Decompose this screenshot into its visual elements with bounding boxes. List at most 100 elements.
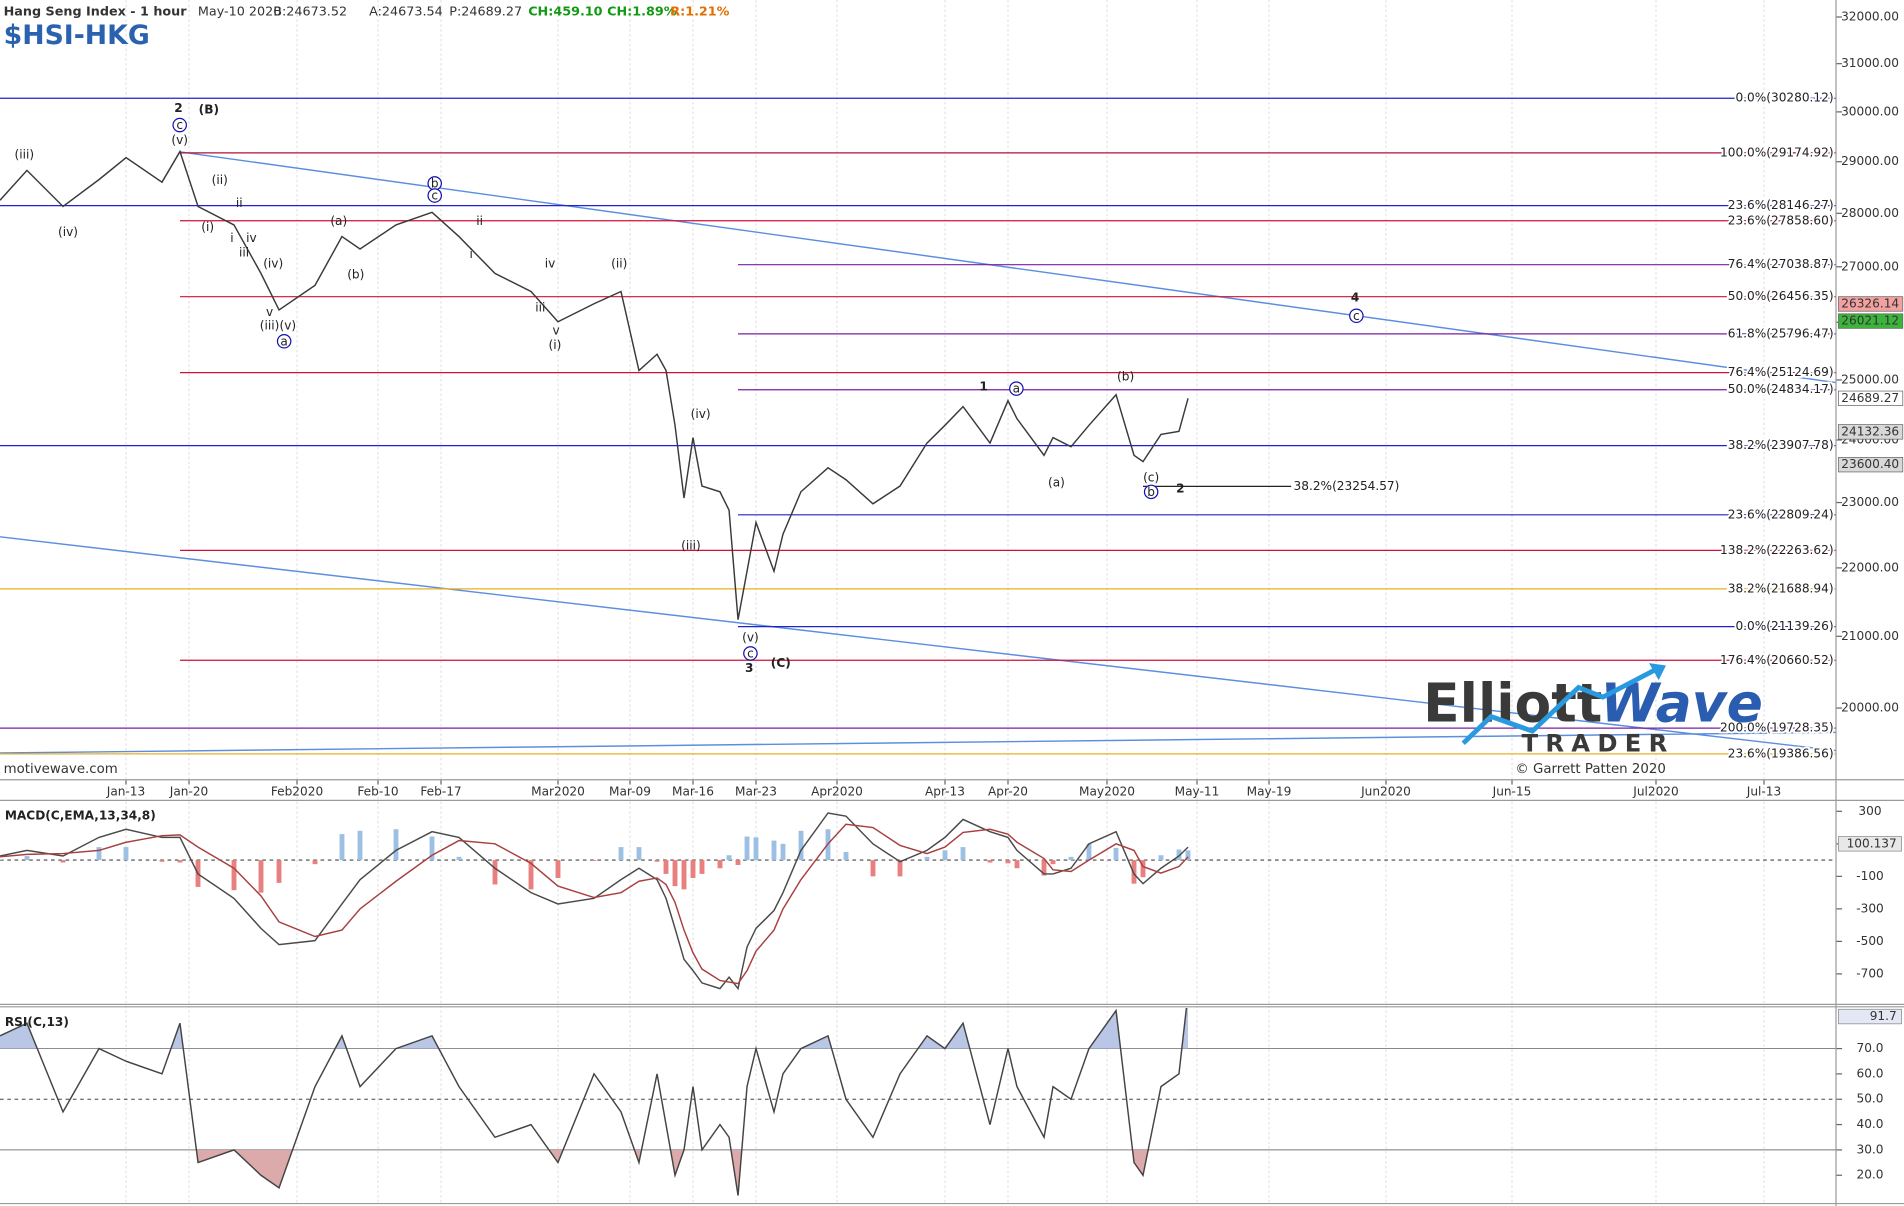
histogram-bar xyxy=(699,860,705,874)
x-tick-label: Jan-13 xyxy=(106,784,145,798)
y-tick-label: 20000.00 xyxy=(1841,701,1899,715)
x-tick-label: Feb-17 xyxy=(420,784,461,798)
wave-label: (C) xyxy=(771,656,791,670)
wave-label: a xyxy=(280,334,287,348)
wave-label: i xyxy=(230,231,233,245)
y-tick-label: -100 xyxy=(1856,869,1884,883)
histogram-bar xyxy=(1158,855,1164,861)
wave-label: c xyxy=(747,647,754,661)
y-tick-label: 30000.00 xyxy=(1841,104,1899,118)
wave-label: (iv) xyxy=(58,225,78,239)
price-tag xyxy=(1838,457,1904,473)
histogram-bar xyxy=(672,860,678,887)
histogram-bar xyxy=(1176,849,1182,861)
wave-label: c xyxy=(176,118,183,132)
wave-label: 1 xyxy=(979,379,987,393)
histogram-bar xyxy=(123,847,129,861)
symbol: $HSI-HKG xyxy=(4,20,150,51)
x-tick-label: Feb-10 xyxy=(357,784,398,798)
histogram-bar xyxy=(276,860,282,883)
y-tick-label: 20.0 xyxy=(1857,1168,1884,1182)
series-line xyxy=(0,1008,1188,1196)
wave-circle xyxy=(276,333,292,349)
fib-level-label: 61.8%(25796.47) xyxy=(1728,326,1834,340)
y-tick-label: -300 xyxy=(1856,901,1884,915)
wave-circle xyxy=(1009,381,1024,396)
copyright: © Garrett Patten 2020 xyxy=(1515,762,1665,777)
trend-lines xyxy=(0,151,1836,754)
trend-line xyxy=(179,151,1836,384)
wave-label: (B) xyxy=(199,102,219,116)
x-tick-label: Jun-15 xyxy=(1492,784,1532,798)
last-value-tag xyxy=(1838,1008,1902,1025)
fib-level-label: 138.2%(22263.62) xyxy=(1720,543,1834,557)
y-tick-label: 27000.00 xyxy=(1841,259,1899,273)
histogram-bar xyxy=(726,855,732,861)
wave-label: 3 xyxy=(745,661,753,675)
y-tick-label: 300 xyxy=(1858,804,1881,818)
wave-label: v xyxy=(553,323,560,337)
x-tick-label: Feb2020 xyxy=(271,784,323,798)
wave-label: (v) xyxy=(279,319,296,333)
y-tick-label: 70.0 xyxy=(1857,1041,1884,1055)
wave-circle xyxy=(172,117,187,133)
wave-label: b xyxy=(431,176,439,190)
wave-label: b xyxy=(1147,485,1155,499)
series-group xyxy=(0,812,1191,991)
histogram-bar xyxy=(897,860,903,877)
panel-title: RSI(C,13) xyxy=(5,1015,69,1029)
wave-label: (ii) xyxy=(611,257,627,271)
x-tick-label: May-11 xyxy=(1175,784,1220,798)
wave-label: 2 xyxy=(1176,481,1184,495)
fib-level-label: 0.0%(21139.26) xyxy=(1735,619,1833,633)
y-tick-label: -500 xyxy=(1856,934,1884,948)
histogram-bar xyxy=(1050,860,1056,865)
series-line xyxy=(0,149,1189,620)
wave-label: v xyxy=(266,305,273,319)
wave-label: (a) xyxy=(330,214,347,228)
price-tag xyxy=(1838,424,1904,440)
y-tick-label: 31000.00 xyxy=(1841,56,1899,70)
histogram-bar xyxy=(393,829,399,861)
y-tick-label: 29000.00 xyxy=(1841,154,1899,168)
logo-arrow xyxy=(1649,663,1666,681)
fib-level-label: 200.0%(19728.35) xyxy=(1720,721,1834,735)
x-tick-label: Mar-16 xyxy=(672,784,714,798)
histogram-bar xyxy=(717,860,723,869)
x-tick-label: May-19 xyxy=(1247,784,1292,798)
price-tag-label: 23600.40 xyxy=(1841,457,1899,471)
histogram-bar xyxy=(339,834,345,861)
histogram-bar xyxy=(663,860,669,874)
series-line xyxy=(0,812,1189,991)
bid: B:24673.52 xyxy=(273,5,347,20)
price: P:24689.27 xyxy=(449,5,522,20)
wave-label: (i) xyxy=(549,338,562,352)
fib-level-label: 23.6%(22809.24) xyxy=(1728,507,1834,521)
wave-label: iv xyxy=(545,257,556,271)
price-tag xyxy=(1838,296,1904,312)
fib-level-label: 23.6%(27858.60) xyxy=(1728,213,1834,227)
wave-label: (iii) xyxy=(681,538,701,552)
x-tick-label: Apr2020 xyxy=(811,784,863,798)
y-tick-label: 40.0 xyxy=(1857,1117,1884,1131)
range: R:1.21% xyxy=(670,5,729,20)
wave-label: (a) xyxy=(1048,475,1065,489)
wave-label: (v) xyxy=(171,133,188,147)
fib-level-label: 0.0%(30280.12) xyxy=(1735,91,1833,105)
y-tick-label: 23000.00 xyxy=(1841,495,1899,509)
histogram-bar xyxy=(591,860,597,861)
histogram-bar xyxy=(753,837,759,861)
x-tick-label: Mar2020 xyxy=(531,784,585,798)
change: CH:459.10 xyxy=(528,5,602,20)
wave-label: (i) xyxy=(201,220,214,234)
last-value-label: 100.137 xyxy=(1847,836,1897,850)
histogram-bar xyxy=(60,860,66,863)
histogram-bar xyxy=(942,850,948,861)
histogram-bar xyxy=(870,860,876,877)
wave-label: (v) xyxy=(742,631,759,645)
wave-label: ii xyxy=(236,196,243,210)
histogram-bar xyxy=(843,851,849,861)
histogram-bar xyxy=(987,860,993,863)
histogram-bar xyxy=(177,860,183,863)
